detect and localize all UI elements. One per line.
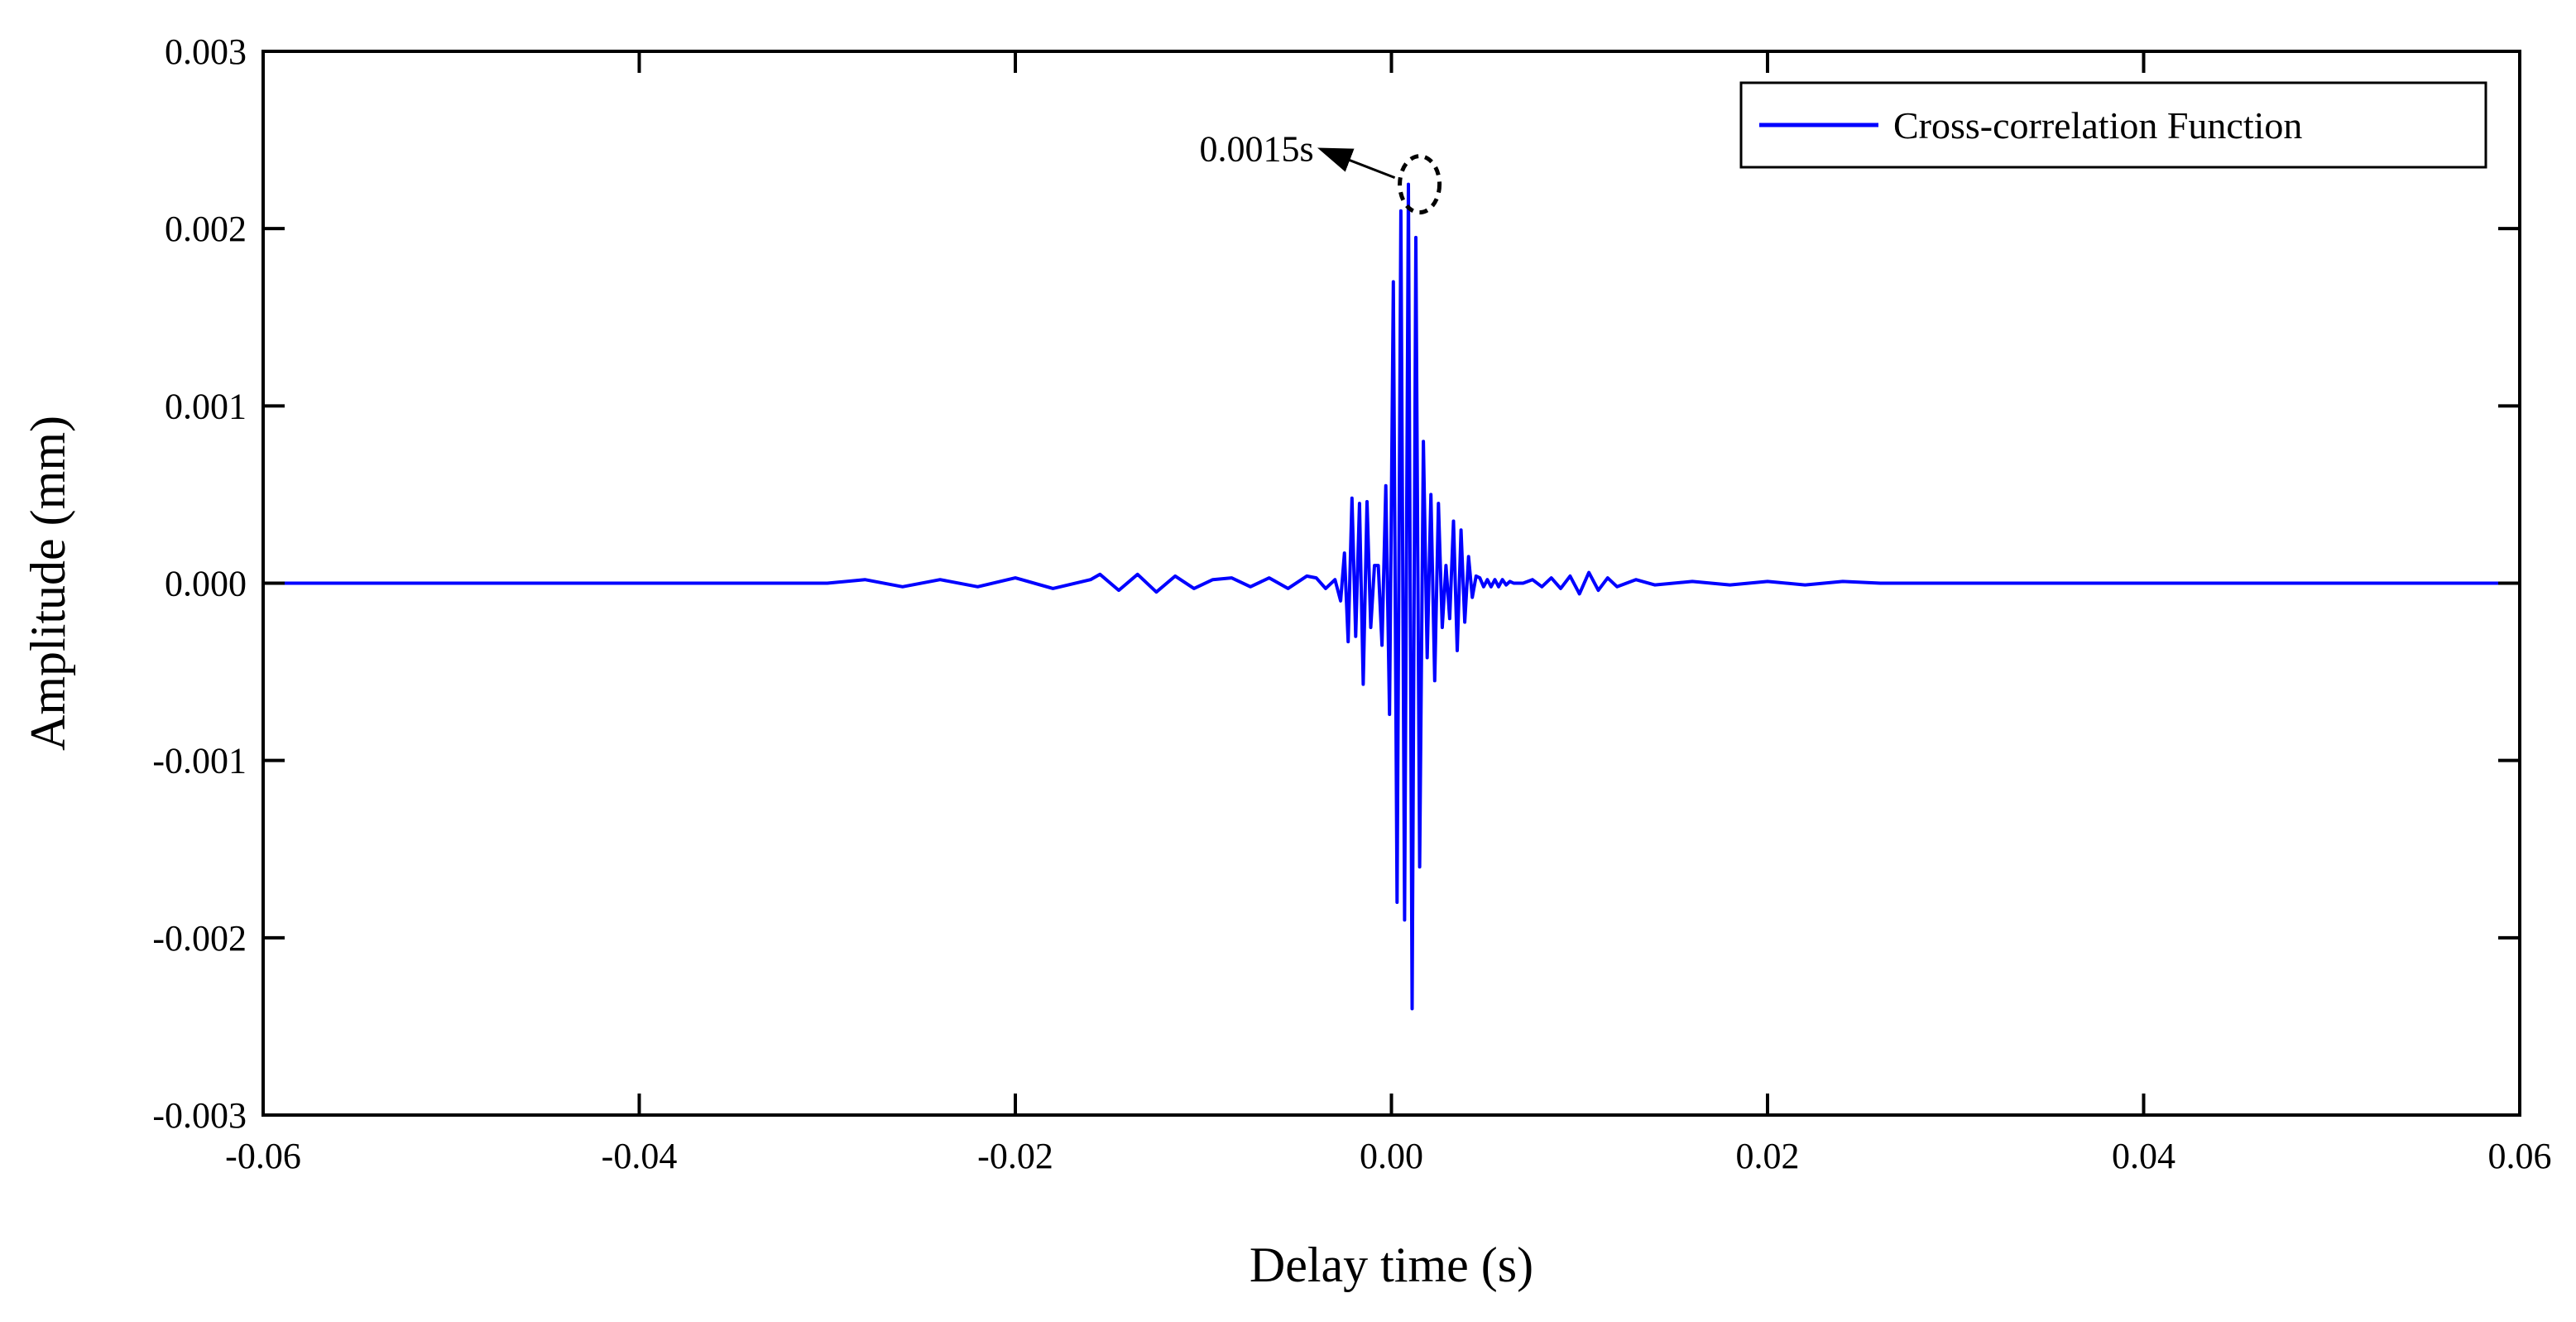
x-tick-label: -0.02: [977, 1136, 1053, 1176]
x-tick-label: 0.06: [2488, 1136, 2552, 1176]
y-tick-label: -0.001: [152, 741, 247, 781]
y-axis-title: Amplitude (mm): [21, 416, 75, 751]
x-tick-label: 0.00: [1360, 1136, 1423, 1176]
x-tick-label: -0.06: [225, 1136, 301, 1176]
y-tick-label: 0.000: [165, 564, 247, 604]
axes: -0.06 -0.04 -0.02 0.00 0.02 0.04 0.06 0.003 0.00…: [152, 31, 2551, 1176]
x-axis-title: Delay time (s): [1250, 1238, 1533, 1292]
y-tick-label: -0.002: [152, 918, 247, 959]
annotation: 0.0015s: [1199, 129, 1442, 215]
x-tick-label: -0.04: [602, 1136, 678, 1176]
peak-highlight-circle: [1398, 154, 1442, 215]
series-layer: [263, 182, 2520, 1011]
annotation-arrow: [1317, 147, 1396, 180]
series-line: [263, 182, 2520, 1011]
annotation-label: 0.0015s: [1199, 129, 1313, 170]
y-tick-label: 0.003: [165, 31, 247, 72]
legend: Cross-correlation Function: [1739, 81, 2487, 169]
x-tick-label: 0.02: [1736, 1136, 1800, 1176]
y-tick-label: 0.002: [165, 209, 247, 249]
y-tick-label: 0.001: [165, 386, 247, 426]
legend-label: Cross-correlation Function: [1893, 104, 2302, 147]
x-tick-label: 0.04: [2112, 1136, 2175, 1176]
y-tick-label: -0.003: [152, 1095, 247, 1136]
